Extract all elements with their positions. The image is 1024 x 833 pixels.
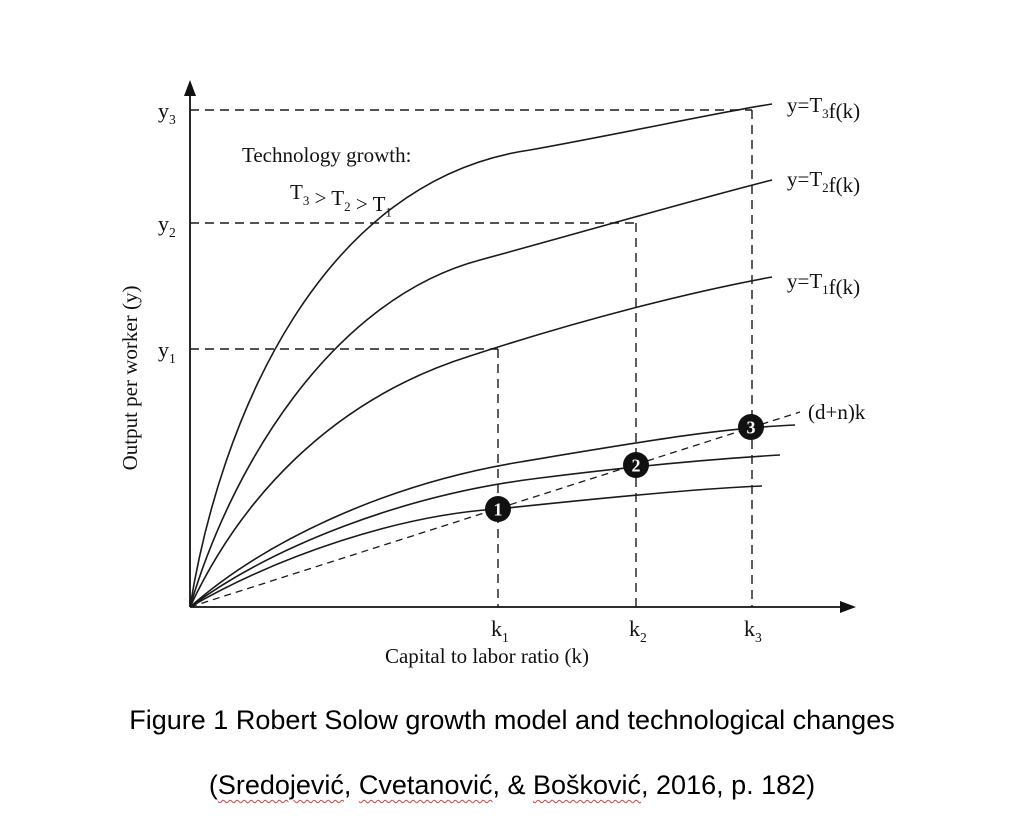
curve-label-t3: y=T3f(k) bbox=[787, 93, 860, 123]
x-tick-label-k1: k1 bbox=[491, 616, 509, 645]
break-even-line bbox=[189, 411, 801, 608]
citation-author-3: Bošković bbox=[532, 770, 642, 800]
annotation-line-2: T3 > T2 > T1 bbox=[290, 180, 392, 220]
y-axis-label: Output per worker (y) bbox=[118, 286, 142, 471]
equilibrium-marker-1: 1 bbox=[485, 496, 511, 522]
production-curve-t3 bbox=[189, 103, 773, 608]
production-curve-t1 bbox=[189, 276, 773, 608]
curve-label-t2: y=T2f(k) bbox=[787, 167, 860, 197]
y-tick-label-y1: y1 bbox=[158, 337, 176, 366]
citation-open: ( bbox=[208, 770, 218, 800]
y-axis-arrow bbox=[184, 80, 196, 96]
y-tick-label-y3: y3 bbox=[158, 98, 176, 127]
citation-author-1: Sredojević bbox=[217, 770, 344, 800]
equilibrium-number-1: 1 bbox=[494, 500, 503, 520]
figure-citation: (Sredojević, Cvetanović, & Bošković, 201… bbox=[0, 770, 1024, 801]
curve-label-t1: y=T1f(k) bbox=[787, 269, 860, 299]
equilibrium-marker-2: 2 bbox=[623, 452, 649, 478]
x-axis-arrow bbox=[840, 601, 856, 613]
annotation-line-1: Technology growth: bbox=[242, 143, 411, 167]
citation-rest: , 2016, p. 182) bbox=[641, 770, 816, 800]
x-tick-label-k3: k3 bbox=[744, 616, 762, 645]
figure-caption: Figure 1 Robert Solow growth model and t… bbox=[129, 705, 895, 735]
citation-sep-2: , & bbox=[492, 770, 533, 800]
equilibrium-number-2: 2 bbox=[632, 456, 641, 476]
break-even-label: (d+n)k bbox=[808, 400, 866, 424]
citation-sep-1: , bbox=[343, 770, 359, 800]
x-tick-label-k2: k2 bbox=[629, 616, 647, 645]
y-tick-label-y2: y2 bbox=[158, 211, 176, 240]
equilibrium-marker-3: 3 bbox=[738, 414, 764, 440]
production-curve-t2 bbox=[189, 179, 773, 608]
savings-curve-t3 bbox=[189, 424, 796, 608]
x-axis-label: Capital to labor ratio (k) bbox=[385, 644, 589, 668]
citation-author-2: Cvetanović bbox=[358, 770, 493, 800]
equilibrium-number-3: 3 bbox=[747, 418, 756, 438]
savings-curve-t2 bbox=[189, 454, 781, 608]
